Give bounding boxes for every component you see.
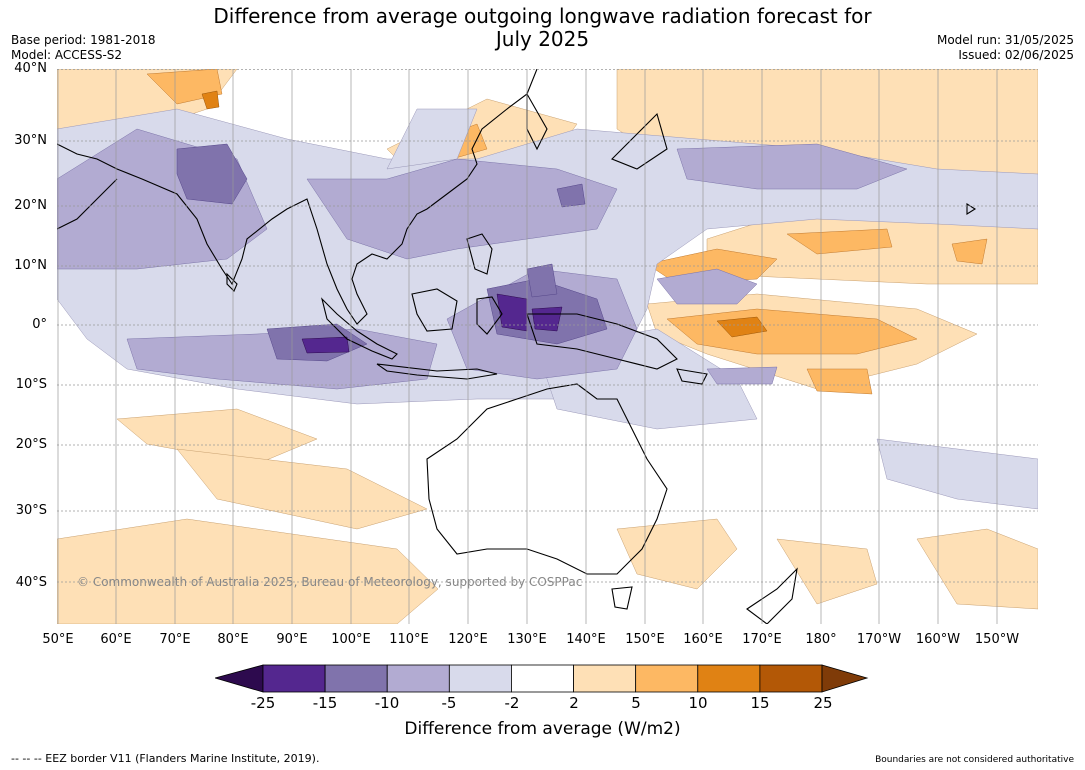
lat-label-0: 0° [32,317,47,332]
lon-label-160e: 160°E [683,632,723,647]
colorbar-cell [697,664,761,693]
eez-border-note: -- -- -- EEZ border V11 (Flanders Marine… [11,752,320,765]
lon-label-150w: 150°W [974,632,1020,647]
lon-label-170w: 170°W [856,632,902,647]
colorbar-cell [573,664,637,693]
graticule [57,69,1038,583]
lon-label-80e: 80°E [217,632,249,647]
colorbar-cells [262,664,823,693]
lon-label-100e: 100°E [331,632,371,647]
colorbar-max-arrow [821,664,869,693]
colorbar-cell [511,664,574,693]
colorbar-title: Difference from average (W/m2) [404,719,681,739]
lon-label-120e: 120°E [448,632,488,647]
colorbar-cell [635,664,699,693]
lat-label-40n: 40°N [14,61,47,76]
copyright-notice: © Commonwealth of Australia 2025, Bureau… [77,575,583,589]
lat-label-20s: 20°S [15,437,47,452]
coastlines [57,69,977,624]
lon-label-110e: 110°E [389,632,429,647]
colorbar-cell [448,664,512,693]
colorbar-cell [386,664,450,693]
colorbar-tick: 2 [569,694,579,712]
title-line-1: Difference from average outgoing longwav… [213,4,872,28]
boundary-disclaimer: Boundaries are not considered authoritat… [875,755,1074,765]
right-metadata: Model run: 31/05/2025 Issued: 02/06/2025 [937,33,1074,63]
colorbar-cell [324,664,388,693]
lon-label-60e: 60°E [100,632,132,647]
colorbar-cell [759,664,823,693]
colorbar-min-arrow [215,664,264,693]
anomaly-dark-orange [201,90,768,338]
anomaly-darkest-purple [301,293,563,354]
model-run: Model run: 31/05/2025 [936,33,1074,47]
left-metadata: Base period: 1981-2018 Model: ACCESS-S2 [11,33,156,63]
lat-label-30n: 30°N [14,133,47,148]
lat-label-10s: 10°S [15,377,47,392]
meridians [57,69,998,624]
lon-label-130e: 130°E [507,632,547,647]
colorbar-tick: -10 [374,694,400,712]
lon-label-70e: 70°E [159,632,191,647]
lon-label-160w: 160°W [915,632,961,647]
lat-label-40s: 40°S [15,575,47,590]
lon-label-170e: 170°E [742,632,782,647]
lat-label-10n: 10°N [14,258,47,273]
lon-label-150e: 150°E [625,632,665,647]
colorbar-tick: -15 [312,694,338,712]
lat-label-30s: 30°S [15,503,47,518]
base-period: Base period: 1981-2018 [11,33,156,47]
lon-label-180: 180° [805,632,837,647]
issued-date: Issued: 02/06/2025 [958,48,1074,62]
lon-label-140e: 140°E [566,632,606,647]
title-line-2: July 2025 [495,27,590,51]
map-canvas [57,69,1038,624]
lon-label-50e: 50°E [42,632,74,647]
map-title: Difference from average outgoing longwav… [0,5,1085,51]
model-name: Model: ACCESS-S2 [11,48,123,62]
colorbar-tick: 25 [813,694,833,712]
colorbar-cell [262,664,326,693]
colorbar-tick: -5 [441,694,457,712]
colorbar-tick: 15 [750,694,770,712]
colorbar-tick: -2 [504,694,520,712]
lat-label-20n: 20°N [14,198,47,213]
colorbar-tick: 5 [631,694,641,712]
map-area [57,69,1038,624]
colorbar-tick: -25 [250,694,276,712]
colorbar-tick: 10 [688,694,708,712]
colorbar [215,664,869,693]
lon-label-90e: 90°E [276,632,308,647]
